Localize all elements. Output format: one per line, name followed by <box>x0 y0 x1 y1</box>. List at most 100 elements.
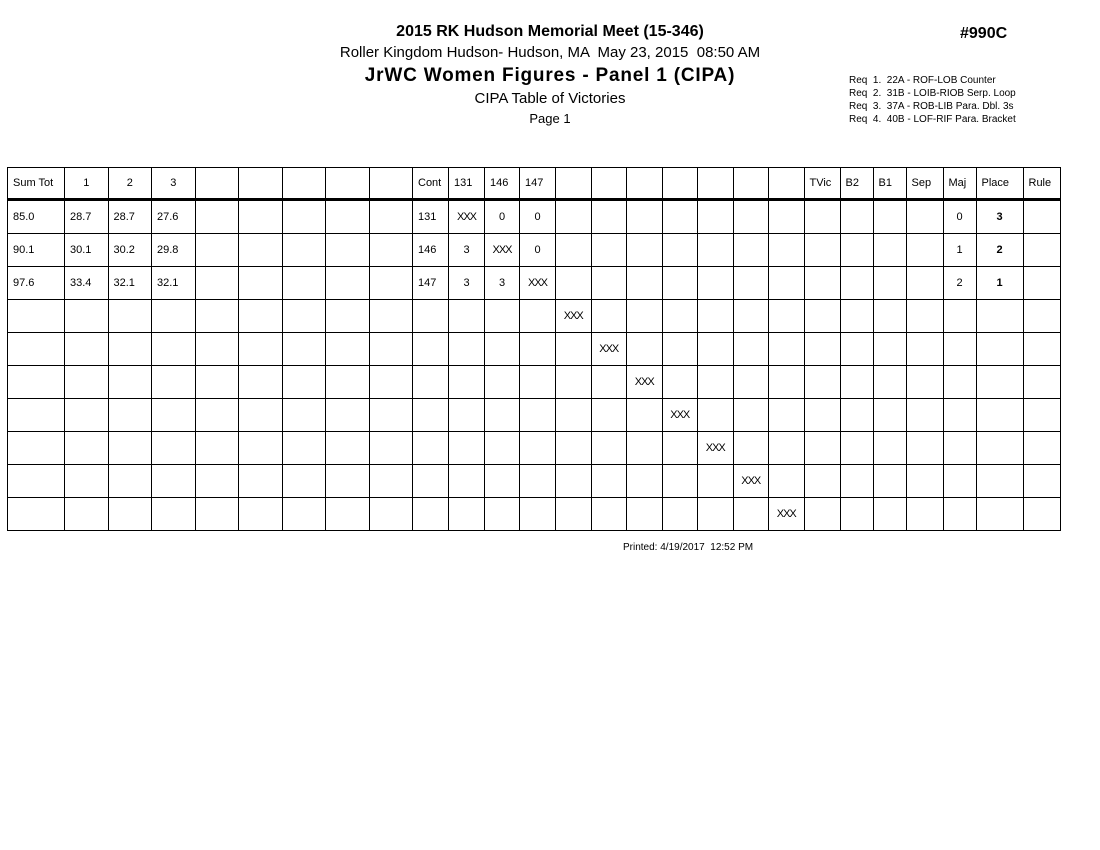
cell: XXX <box>555 299 592 333</box>
cell <box>325 431 370 465</box>
cell <box>905 233 944 267</box>
cell <box>238 299 283 333</box>
cell <box>839 199 874 234</box>
cell <box>839 431 874 465</box>
cell <box>151 299 196 333</box>
cell <box>1022 497 1061 531</box>
cell: 30.2 <box>107 233 152 267</box>
table-row: XXX <box>7 365 1061 399</box>
cell: XXX <box>661 398 698 432</box>
cell <box>942 464 977 498</box>
cell: 1 <box>975 266 1024 300</box>
col-header-place: Place <box>975 167 1024 201</box>
cell <box>555 464 592 498</box>
cell <box>661 266 698 300</box>
cell <box>697 398 734 432</box>
cell <box>555 398 592 432</box>
cell <box>368 299 413 333</box>
cell <box>107 332 152 366</box>
cell <box>732 398 769 432</box>
cell <box>1022 299 1061 333</box>
cell <box>839 332 874 366</box>
event-title: JrWC Women Figures - Panel 1 (CIPA) <box>364 65 736 86</box>
cell <box>942 497 977 531</box>
cell <box>412 464 449 498</box>
cell: 85.0 <box>7 199 65 234</box>
cell <box>151 398 196 432</box>
cell: XXX <box>626 365 663 399</box>
col-header-blank <box>194 167 239 201</box>
cell <box>872 431 907 465</box>
cell <box>484 464 520 498</box>
cell <box>732 199 769 234</box>
cell: 3 <box>975 199 1024 234</box>
cell <box>238 332 283 366</box>
cell <box>768 299 805 333</box>
cell <box>661 431 698 465</box>
cell <box>325 199 370 234</box>
cell <box>107 431 152 465</box>
cell <box>975 497 1024 531</box>
cell <box>368 332 413 366</box>
cell <box>412 431 449 465</box>
cell <box>325 464 370 498</box>
cell <box>626 464 663 498</box>
table-row: 97.6 33.4 32.1 32.1 147 3 3 XXX 2 1 <box>7 266 1061 300</box>
cell <box>194 266 239 300</box>
cell <box>7 398 65 432</box>
cell <box>368 365 413 399</box>
cell <box>1022 365 1061 399</box>
cell <box>803 464 841 498</box>
cell <box>325 299 370 333</box>
cell <box>368 497 413 531</box>
cell: XXX <box>768 497 805 531</box>
cell <box>151 464 196 498</box>
cell <box>484 431 520 465</box>
cell <box>194 398 239 432</box>
cell <box>412 299 449 333</box>
col-header-1: 1 <box>64 167 109 201</box>
cell <box>7 431 65 465</box>
col-header-blank <box>626 167 663 201</box>
cell <box>555 266 592 300</box>
cell <box>661 299 698 333</box>
requirement-line: Req 2. 31B - LOIB-RIOB Serp. Loop <box>849 88 1016 99</box>
cell <box>484 299 520 333</box>
cell <box>555 332 592 366</box>
document-code: #990C <box>960 25 1008 42</box>
cell <box>448 365 485 399</box>
table-row: 90.1 30.1 30.2 29.8 146 3 XXX 0 1 2 <box>7 233 1061 267</box>
cell <box>555 497 592 531</box>
cell <box>975 332 1024 366</box>
cell <box>484 398 520 432</box>
cell <box>942 332 977 366</box>
table-row: XXX <box>7 431 1061 465</box>
cell <box>281 199 326 234</box>
table-row: XXX <box>7 464 1061 498</box>
cell <box>768 464 805 498</box>
cell <box>448 464 485 498</box>
cell <box>697 299 734 333</box>
col-header-blank <box>238 167 283 201</box>
cell <box>368 199 413 234</box>
cell <box>107 497 152 531</box>
cell: 28.7 <box>107 199 152 234</box>
meet-title: 2015 RK Hudson Memorial Meet (15-346) <box>396 23 704 40</box>
cell <box>194 497 239 531</box>
cell <box>626 431 663 465</box>
cell <box>519 431 556 465</box>
cell: 30.1 <box>64 233 109 267</box>
cell: 27.6 <box>151 199 196 234</box>
cell <box>412 497 449 531</box>
cell <box>590 497 627 531</box>
cell <box>151 332 196 366</box>
col-header-131: 131 <box>448 167 485 201</box>
col-header-b1: B1 <box>872 167 907 201</box>
cell: XXX <box>484 233 520 267</box>
report-title: CIPA Table of Victories <box>474 90 626 107</box>
cell <box>839 497 874 531</box>
cell <box>661 497 698 531</box>
cell <box>238 497 283 531</box>
cell <box>7 299 65 333</box>
cell <box>661 233 698 267</box>
